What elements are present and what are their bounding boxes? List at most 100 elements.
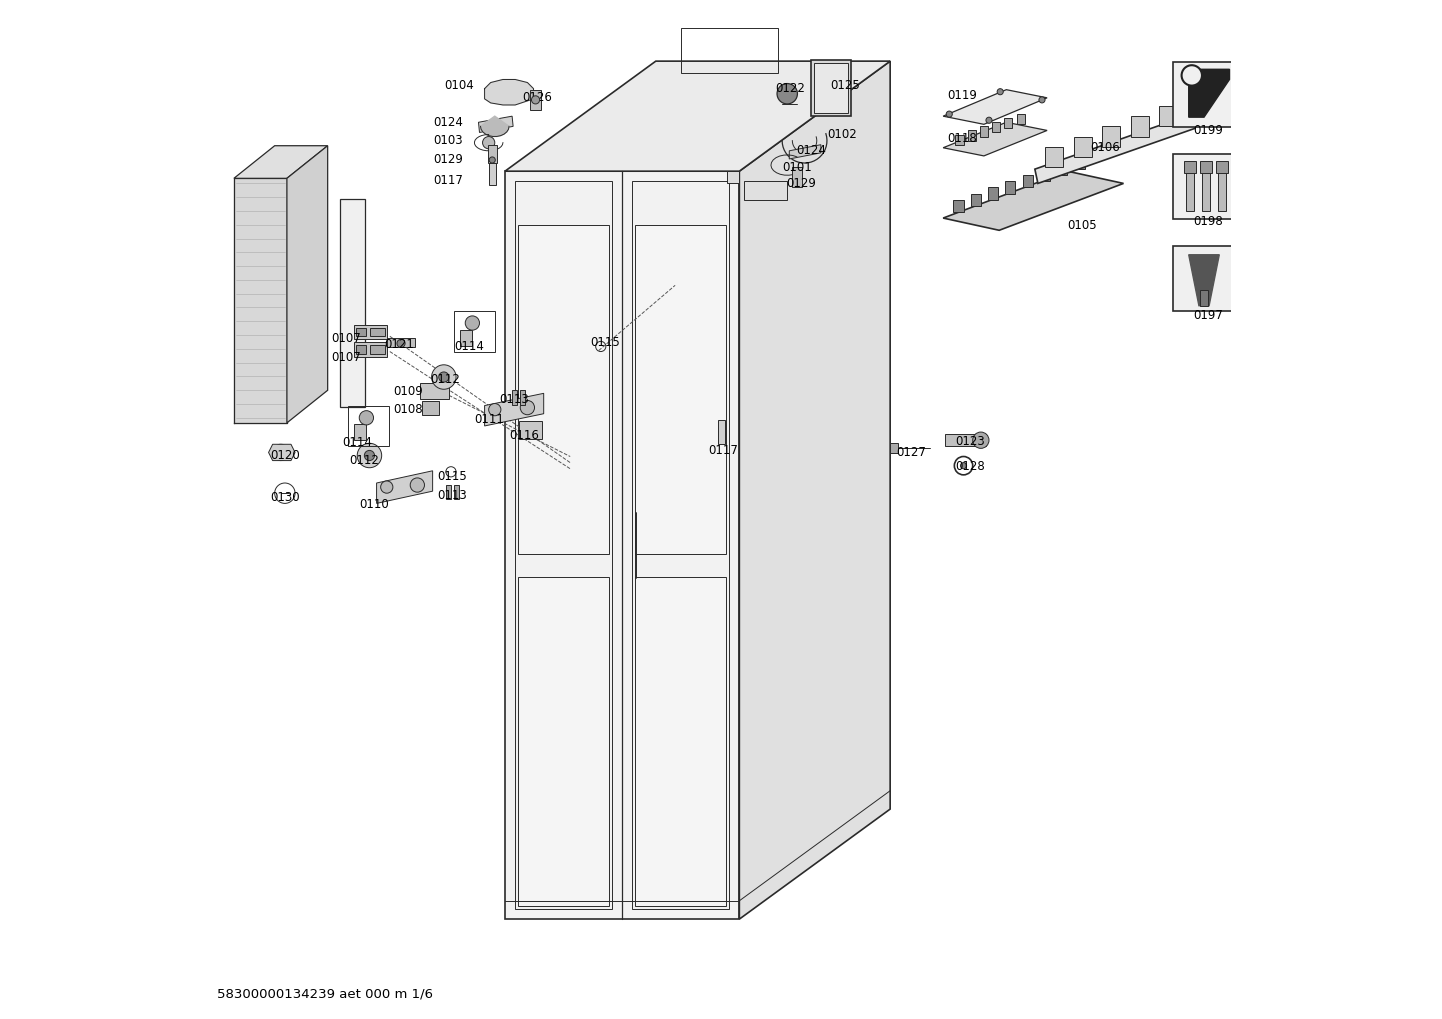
Circle shape xyxy=(466,316,480,330)
Bar xyxy=(1005,181,1015,194)
Text: 0125: 0125 xyxy=(831,79,859,92)
Bar xyxy=(1045,147,1063,167)
Circle shape xyxy=(365,450,375,461)
Circle shape xyxy=(483,137,495,149)
Bar xyxy=(792,167,802,187)
Bar xyxy=(1184,161,1195,173)
Text: 0111: 0111 xyxy=(474,414,505,426)
Text: 0106: 0106 xyxy=(1090,142,1119,154)
Bar xyxy=(446,485,451,499)
Circle shape xyxy=(532,96,539,104)
Circle shape xyxy=(410,478,424,492)
Text: 0113: 0113 xyxy=(438,489,467,501)
Text: 0114: 0114 xyxy=(454,340,485,353)
Circle shape xyxy=(1181,65,1203,86)
Text: 0199: 0199 xyxy=(1193,124,1223,137)
Text: 0114: 0114 xyxy=(342,436,372,448)
Bar xyxy=(1131,116,1149,137)
Polygon shape xyxy=(505,61,890,171)
Text: 0119: 0119 xyxy=(947,90,978,102)
Text: 0120: 0120 xyxy=(271,449,300,462)
Polygon shape xyxy=(505,171,740,919)
Polygon shape xyxy=(485,79,534,105)
Text: 0110: 0110 xyxy=(359,498,389,511)
Text: 0101: 0101 xyxy=(782,161,812,173)
Circle shape xyxy=(986,117,992,123)
Bar xyxy=(1218,170,1227,211)
Bar xyxy=(1074,137,1092,157)
Bar xyxy=(355,424,366,440)
Bar xyxy=(636,225,727,554)
Bar xyxy=(681,28,779,73)
Bar xyxy=(460,330,473,346)
Polygon shape xyxy=(376,471,433,503)
Text: 0113: 0113 xyxy=(499,393,529,406)
Bar xyxy=(531,90,541,110)
Text: 0103: 0103 xyxy=(434,135,463,147)
Bar xyxy=(1174,62,1234,127)
Bar xyxy=(953,200,963,212)
Text: 0115: 0115 xyxy=(438,471,467,483)
Text: 0198: 0198 xyxy=(1193,215,1223,227)
Bar xyxy=(744,181,787,200)
Circle shape xyxy=(489,157,495,163)
Bar xyxy=(519,421,542,439)
Polygon shape xyxy=(943,90,1047,124)
Circle shape xyxy=(381,481,392,493)
Text: 0124: 0124 xyxy=(796,145,826,157)
Bar xyxy=(371,345,385,354)
Circle shape xyxy=(431,365,456,389)
Bar xyxy=(1216,161,1229,173)
Bar xyxy=(515,181,611,909)
Bar xyxy=(487,145,497,163)
Bar xyxy=(813,63,848,113)
Bar xyxy=(727,171,740,183)
Bar xyxy=(1040,169,1050,181)
Bar xyxy=(810,60,851,116)
Bar xyxy=(454,485,459,499)
Bar xyxy=(489,163,496,185)
Bar xyxy=(371,328,385,336)
Bar xyxy=(992,122,1001,132)
Polygon shape xyxy=(480,116,509,137)
Bar xyxy=(1057,163,1067,175)
Circle shape xyxy=(973,432,989,448)
Bar xyxy=(356,328,366,336)
Text: 0129: 0129 xyxy=(786,177,816,190)
Bar xyxy=(1174,246,1234,311)
Polygon shape xyxy=(355,342,386,357)
Circle shape xyxy=(946,111,952,117)
Circle shape xyxy=(998,89,1004,95)
Circle shape xyxy=(397,339,405,347)
Bar xyxy=(512,390,518,405)
Text: 0117: 0117 xyxy=(708,444,738,457)
Bar xyxy=(423,401,438,415)
Text: 58300000134239 aet 000 m 1/6: 58300000134239 aet 000 m 1/6 xyxy=(216,987,433,1000)
Bar xyxy=(945,434,986,446)
Bar xyxy=(356,345,366,354)
Text: 0116: 0116 xyxy=(509,429,539,441)
Text: 0118: 0118 xyxy=(947,132,978,145)
Bar xyxy=(890,443,898,453)
Text: 0104: 0104 xyxy=(444,79,473,92)
Text: 0123: 0123 xyxy=(956,435,985,447)
Text: 0109: 0109 xyxy=(392,385,423,397)
Bar xyxy=(521,390,525,405)
Bar xyxy=(1102,126,1120,147)
Circle shape xyxy=(521,400,535,415)
Bar xyxy=(1185,170,1194,211)
Text: 0117: 0117 xyxy=(434,174,463,186)
Text: 0122: 0122 xyxy=(774,83,805,95)
Polygon shape xyxy=(1035,114,1195,183)
Text: 0124: 0124 xyxy=(434,116,463,128)
Bar xyxy=(1200,161,1213,173)
Polygon shape xyxy=(1188,69,1230,117)
Polygon shape xyxy=(789,145,820,159)
Bar xyxy=(633,181,730,909)
Bar xyxy=(1022,175,1032,187)
Bar xyxy=(518,577,609,906)
Bar xyxy=(348,406,389,446)
Polygon shape xyxy=(479,116,513,132)
Text: 0126: 0126 xyxy=(522,92,552,104)
Circle shape xyxy=(777,84,797,104)
